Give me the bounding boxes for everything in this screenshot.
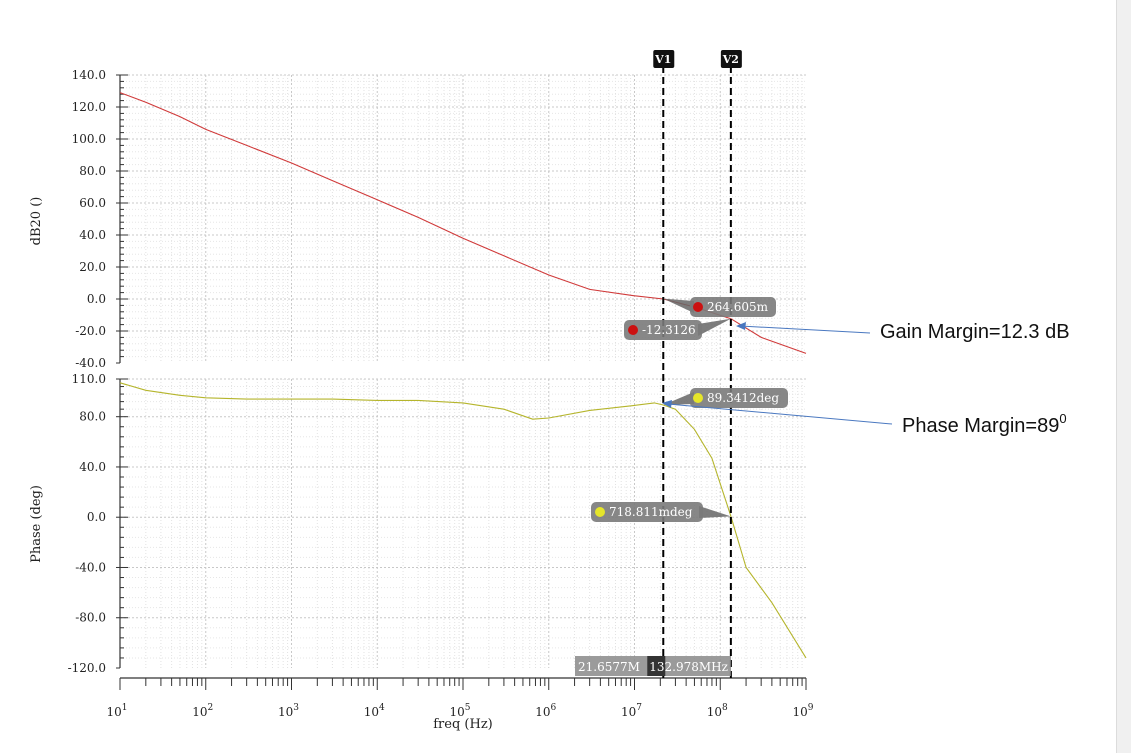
y-tick-label: 80.0 bbox=[79, 164, 106, 178]
y-tick-label: 0.0 bbox=[87, 292, 106, 306]
x-tick-label: 109 bbox=[792, 703, 813, 719]
cursor-readout-divider bbox=[647, 656, 666, 676]
y-tick-label: 40.0 bbox=[79, 228, 106, 242]
vertical-scrollbar[interactable] bbox=[1116, 0, 1131, 753]
cursor-v2-readout: 132.978MHz bbox=[649, 660, 728, 674]
x-axis-label: freq (Hz) bbox=[433, 717, 493, 732]
cursor-v1-readout: 21.6577M bbox=[578, 660, 640, 674]
gain-margin-arrowhead bbox=[736, 322, 746, 330]
phase-y-axis-label: Phase (deg) bbox=[29, 485, 44, 563]
y-tick-label: 120.0 bbox=[72, 100, 106, 114]
cursor-tag-label[interactable]: V1 bbox=[654, 53, 671, 66]
marker-pointer bbox=[663, 392, 694, 405]
y-tick-label: -120.0 bbox=[68, 661, 106, 675]
marker-value: 89.3412deg bbox=[707, 391, 779, 405]
marker-dot bbox=[693, 393, 703, 403]
y-tick-label: -20.0 bbox=[75, 324, 106, 338]
y-tick-label: 80.0 bbox=[79, 410, 106, 424]
phase-margin-arrow bbox=[667, 403, 893, 425]
phase-margin-arrowhead bbox=[662, 400, 672, 408]
x-tick-label: 105 bbox=[449, 703, 470, 719]
gain-margin-annotation: Gain Margin=12.3 dB bbox=[880, 321, 1070, 343]
gain-y-axis-label: dB20 () bbox=[29, 197, 44, 246]
y-tick-label: 0.0 bbox=[87, 510, 106, 524]
axis-ticks: 140.0 120.0 100.0 80.0 60.0 40.0 20.0 0.0 -20.0 -… bbox=[68, 68, 814, 719]
cursor-lines[interactable]: V1 V2 21.6577M 132.978MHz bbox=[575, 50, 742, 678]
marker-value: -12.3126 bbox=[642, 323, 696, 337]
cursor-tag-bg[interactable] bbox=[653, 50, 675, 68]
phase-margin-annotation: Phase Margin=890 bbox=[902, 411, 1067, 437]
marker-label-bg bbox=[591, 502, 703, 522]
x-tick-label: 101 bbox=[106, 703, 127, 719]
marker-dot bbox=[595, 507, 605, 517]
marker-dot bbox=[628, 325, 638, 335]
marker-label-bg bbox=[690, 297, 776, 317]
y-tick-label: -80.0 bbox=[75, 611, 106, 625]
grid-lines bbox=[119, 74, 806, 668]
cursor-tag-label[interactable]: V2 bbox=[722, 53, 739, 66]
phase-curve bbox=[119, 382, 807, 659]
marker-label-bg bbox=[624, 320, 702, 340]
marker-value: 718.811mdeg bbox=[609, 505, 693, 519]
gain-margin-arrow bbox=[739, 325, 871, 334]
y-tick-label: 140.0 bbox=[72, 68, 106, 82]
y-tick-label: 100.0 bbox=[72, 132, 106, 146]
x-tick-label: 102 bbox=[192, 703, 213, 719]
marker-pointer bbox=[663, 298, 694, 313]
x-tick-label: 107 bbox=[621, 703, 642, 719]
marker-value: 264.605m bbox=[707, 300, 769, 314]
y-tick-label: -40.0 bbox=[75, 356, 106, 370]
x-tick-label: 106 bbox=[535, 703, 556, 719]
x-tick-label: 103 bbox=[278, 703, 299, 719]
annotations: Gain Margin=12.3 dB Phase Margin=890 bbox=[662, 321, 1070, 437]
marker-pointer bbox=[699, 506, 731, 518]
x-tick-label: 104 bbox=[364, 703, 385, 719]
data-markers: 264.605m -12.3126 89.3412deg 718.811mdeg bbox=[591, 297, 788, 522]
y-tick-label: -40.0 bbox=[75, 560, 106, 574]
marker-label-bg bbox=[690, 388, 788, 408]
y-tick-label: 40.0 bbox=[79, 460, 106, 474]
y-tick-label: 110.0 bbox=[72, 372, 106, 386]
y-tick-label: 60.0 bbox=[79, 196, 106, 210]
cursor-tag-bg[interactable] bbox=[720, 50, 742, 68]
y-tick-label: 20.0 bbox=[79, 260, 106, 274]
marker-pointer bbox=[698, 318, 731, 336]
marker-dot bbox=[693, 302, 703, 312]
x-tick-label: 108 bbox=[707, 703, 728, 719]
